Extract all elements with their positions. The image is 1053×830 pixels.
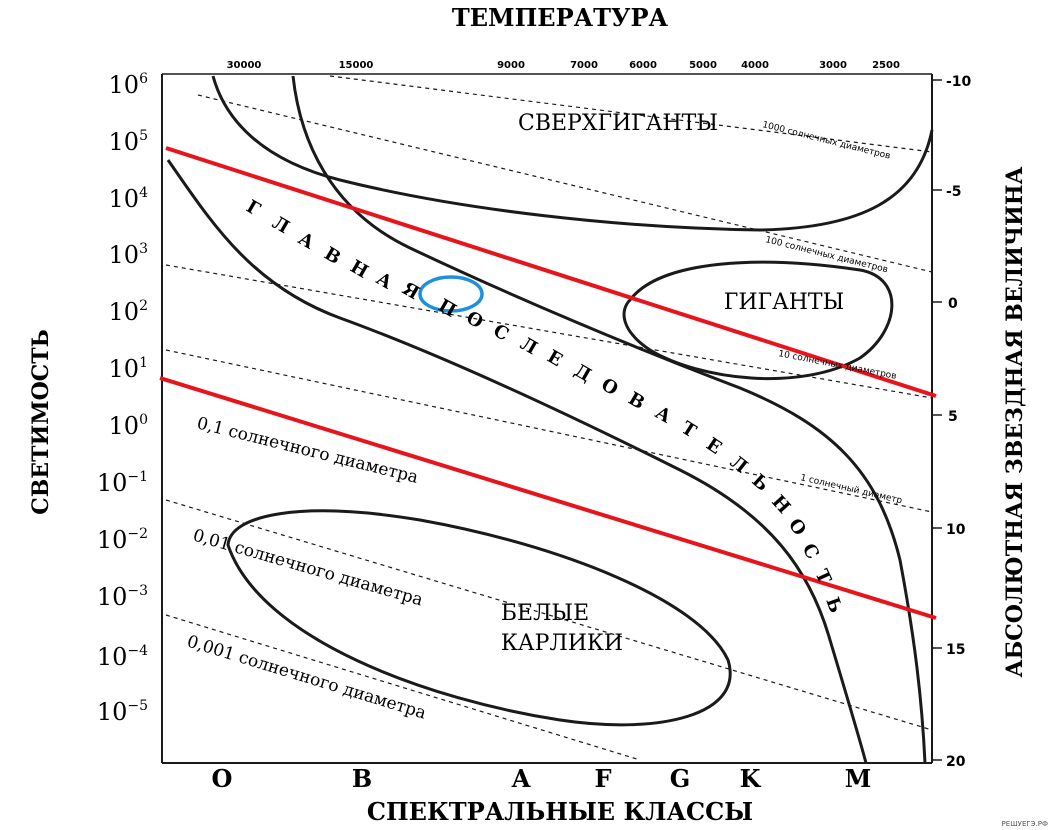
ms-letter: П bbox=[435, 295, 460, 322]
lum-tick: 104 bbox=[109, 185, 149, 213]
diameter-line-001 bbox=[165, 499, 933, 731]
mag-tick: 0 bbox=[948, 296, 958, 312]
temp-tick: 15000 bbox=[339, 60, 374, 71]
mag-tick: 10 bbox=[946, 522, 966, 538]
temp-tick: 9000 bbox=[497, 60, 525, 71]
lum-tick: 10−5 bbox=[97, 698, 148, 726]
temp-tick: 7000 bbox=[570, 60, 598, 71]
ms-letter: В bbox=[321, 243, 345, 269]
ms-letter: Г bbox=[243, 196, 265, 221]
temp-tick: 4000 bbox=[741, 60, 769, 71]
watermark: РЕШУЕГЭ.РФ bbox=[1002, 820, 1048, 828]
spectral-class-ticks: O B A F G K M bbox=[212, 764, 872, 793]
main-sequence-upper bbox=[291, 75, 927, 764]
luminosity-title: СВЕТИМОСТЬ bbox=[28, 329, 54, 515]
ms-letter: С bbox=[490, 320, 513, 345]
supergiants-label: СВЕРХГИГАНТЫ bbox=[518, 111, 718, 136]
white-dwarfs-boundary bbox=[226, 509, 732, 727]
diameter-label-100: 100 солнечных диаметров bbox=[764, 235, 889, 275]
lum-tick: 10−3 bbox=[97, 583, 148, 611]
spectral-class: K bbox=[740, 764, 762, 793]
ms-letter: Н bbox=[347, 256, 372, 283]
magnitude-title: АБСОЛЮТНАЯ ЗВЕЗДНАЯ ВЕЛИЧИНА bbox=[1002, 166, 1028, 677]
diameter-line-1000 bbox=[329, 75, 933, 153]
spectral-class: B bbox=[352, 764, 372, 793]
temp-tick: 5000 bbox=[689, 60, 717, 71]
lum-tick: 105 bbox=[109, 128, 148, 156]
temp-tick: 2500 bbox=[872, 60, 900, 71]
ms-letter: Д bbox=[571, 360, 595, 386]
red-line-upper bbox=[165, 146, 937, 398]
lum-tick: 103 bbox=[109, 241, 148, 269]
giants-label: ГИГАНТЫ bbox=[724, 290, 844, 315]
ms-letter: А bbox=[652, 402, 675, 428]
diameter-line-10 bbox=[165, 264, 933, 399]
diameter-line-100 bbox=[197, 94, 933, 273]
mag-tick: -10 bbox=[946, 74, 972, 90]
ms-letter: А bbox=[373, 268, 396, 294]
diameter-line-1 bbox=[165, 349, 933, 513]
temperature-ticks: 30000 15000 9000 7000 6000 5000 4000 300… bbox=[227, 60, 900, 71]
mag-tick: -5 bbox=[946, 184, 962, 200]
diameter-label-001: 0,01 солнечного диаметра bbox=[191, 526, 425, 611]
ms-letter: Л bbox=[517, 333, 541, 359]
temperature-title: ТЕМПЕРАТУРА bbox=[452, 3, 669, 32]
ms-letter: В bbox=[625, 388, 649, 414]
spectral-class: A bbox=[511, 764, 531, 793]
diameter-lines bbox=[165, 75, 933, 761]
diameter-label-1000: 1000 солнечных диаметров bbox=[761, 120, 891, 162]
lum-tick: 10−4 bbox=[97, 643, 148, 671]
main-sequence-lower bbox=[166, 159, 868, 764]
ms-letter: Т bbox=[677, 417, 700, 442]
spectral-class: F bbox=[594, 764, 611, 793]
lum-tick: 10−1 bbox=[97, 469, 148, 497]
lum-tick: 102 bbox=[109, 298, 148, 326]
ms-letter: Л bbox=[726, 451, 752, 477]
ms-letter: Н bbox=[767, 491, 794, 518]
mag-tick: 5 bbox=[948, 409, 958, 425]
magnitude-ticks: -10 -5 0 5 10 15 20 bbox=[932, 74, 972, 770]
temp-tick: 30000 bbox=[227, 60, 262, 71]
ms-letter: Ь bbox=[821, 595, 846, 616]
spectral-class: O bbox=[212, 764, 233, 793]
ms-letter: Ь bbox=[748, 470, 773, 496]
lum-tick: 10−2 bbox=[97, 526, 148, 554]
ms-letter: О bbox=[784, 515, 810, 540]
white-dwarfs-label-line2: КАРЛИКИ bbox=[501, 631, 623, 656]
temp-tick: 6000 bbox=[629, 60, 657, 71]
ms-letter: Е bbox=[544, 346, 566, 371]
diameter-line-0001 bbox=[165, 614, 641, 761]
diameter-label-0001: 0,001 солнечного диаметра bbox=[185, 632, 429, 724]
lum-tick: 106 bbox=[109, 71, 149, 99]
luminosity-ticks: 106 105 104 103 102 101 100 10−1 10−2 10… bbox=[97, 71, 148, 726]
ms-letter: О bbox=[463, 307, 487, 333]
highlight-ellipse bbox=[418, 275, 484, 313]
supergiants-boundary bbox=[211, 75, 934, 232]
ms-letter: Е bbox=[702, 434, 725, 459]
ms-letter: Я bbox=[399, 278, 423, 304]
lum-tick: 100 bbox=[109, 412, 148, 440]
spectral-class-title: СПЕКТРАЛЬНЫЕ КЛАССЫ bbox=[367, 797, 753, 826]
mag-tick: 20 bbox=[946, 754, 966, 770]
ms-letter: О bbox=[598, 374, 622, 400]
temp-tick: 3000 bbox=[819, 60, 847, 71]
spectral-class: M bbox=[845, 764, 872, 793]
mag-tick: 15 bbox=[946, 642, 965, 658]
lum-tick: 101 bbox=[109, 355, 148, 383]
diameter-label-1: 1 солнечный диаметр bbox=[799, 473, 903, 506]
white-dwarfs-label-line1: БЕЛЫЕ bbox=[501, 601, 589, 626]
ms-letter: А bbox=[295, 228, 318, 254]
ms-letter: Л bbox=[269, 212, 293, 238]
ms-letter: С bbox=[798, 540, 823, 563]
giants-boundary bbox=[622, 260, 894, 381]
red-line-lower bbox=[159, 376, 937, 620]
spectral-class: G bbox=[670, 764, 691, 793]
